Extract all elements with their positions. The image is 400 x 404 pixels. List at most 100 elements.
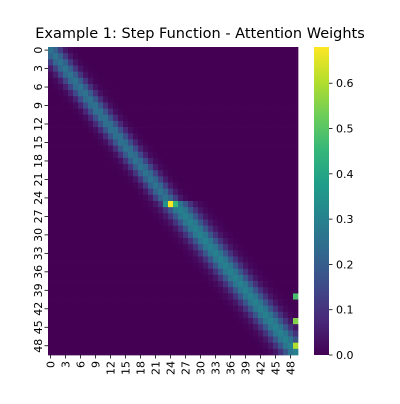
heatmap-cell: [193, 311, 199, 319]
heatmap-cell: [178, 237, 184, 245]
heatmap-cell: [178, 59, 184, 66]
heatmap-cell: [98, 133, 104, 140]
heatmap-cell: [293, 256, 299, 263]
heatmap-cell: [63, 145, 69, 153]
heatmap-cell: [108, 250, 114, 257]
heatmap-cell: [188, 237, 194, 245]
heatmap-cell: [203, 176, 209, 183]
heatmap-cell: [198, 96, 204, 103]
heatmap-cell: [98, 194, 104, 202]
heatmap-cell: [163, 330, 169, 337]
heatmap-cell: [193, 318, 199, 325]
heatmap-cell: [168, 114, 174, 122]
heatmap-cell: [48, 145, 54, 153]
heatmap-cell: [108, 77, 114, 85]
heatmap-cell: [238, 342, 244, 350]
heatmap-cell: [173, 237, 179, 245]
heatmap-cell: [188, 120, 194, 128]
heatmap-cell: [268, 96, 274, 103]
heatmap-cell: [68, 53, 74, 60]
heatmap-cell: [123, 299, 129, 307]
heatmap-cell: [63, 83, 69, 91]
heatmap-cell: [223, 77, 229, 85]
heatmap-cell: [268, 244, 274, 251]
heatmap-cell: [233, 281, 239, 288]
heatmap-cell: [118, 120, 124, 128]
heatmap-cell: [178, 133, 184, 140]
heatmap-cell: [293, 170, 299, 177]
heatmap-cell: [158, 120, 164, 128]
heatmap-cell: [98, 114, 104, 122]
heatmap-cell: [98, 145, 104, 153]
heatmap-cell: [73, 250, 79, 257]
heatmap-cell: [163, 182, 169, 190]
y-tick-label: 45: [32, 320, 45, 334]
heatmap-cell: [153, 151, 159, 159]
heatmap-cell: [218, 145, 224, 153]
heatmap-cell: [143, 108, 149, 116]
heatmap-cell: [248, 108, 254, 116]
heatmap-cell: [133, 47, 139, 54]
heatmap-cell: [58, 164, 64, 171]
heatmap-cell: [188, 342, 194, 350]
heatmap-cell: [193, 157, 199, 165]
heatmap-cell: [248, 250, 254, 257]
heatmap-cell: [48, 47, 54, 54]
heatmap-cell: [233, 170, 239, 177]
heatmap-cell: [243, 65, 249, 72]
heatmap-cell: [108, 274, 114, 282]
heatmap-cell: [228, 188, 234, 196]
heatmap-cell: [113, 164, 119, 171]
heatmap-cell: [293, 77, 299, 85]
heatmap-cell: [68, 256, 74, 263]
heatmap-cell: [188, 139, 194, 146]
heatmap-cell: [63, 250, 69, 257]
heatmap-cell: [203, 47, 209, 54]
heatmap-cell: [163, 83, 169, 91]
heatmap-cell: [63, 114, 69, 122]
heatmap-cell: [118, 237, 124, 245]
heatmap-cell: [268, 318, 274, 325]
heatmap-cell: [128, 299, 134, 307]
heatmap-cell: [158, 342, 164, 350]
heatmap-cell: [68, 65, 74, 72]
heatmap-cell: [293, 299, 299, 307]
heatmap-cell: [98, 96, 104, 103]
heatmap-cell: [283, 244, 289, 251]
heatmap-cell: [68, 127, 74, 134]
heatmap-cell: [78, 77, 84, 85]
heatmap-cell: [108, 182, 114, 190]
heatmap-cell: [208, 262, 214, 270]
heatmap-cell: [148, 157, 154, 165]
heatmap-cell: [173, 188, 179, 196]
heatmap-cell: [228, 164, 234, 171]
heatmap-cell: [133, 176, 139, 183]
heatmap-cell: [118, 65, 124, 72]
heatmap-cell: [208, 330, 214, 337]
heatmap-cell: [148, 53, 154, 60]
heatmap-cell: [138, 127, 144, 134]
heatmap-cell: [133, 194, 139, 202]
y-tick-label: 42: [32, 302, 45, 316]
heatmap-cell: [198, 318, 204, 325]
heatmap-cell: [288, 83, 294, 91]
heatmap-cell: [133, 274, 139, 282]
heatmap-cell: [53, 311, 59, 319]
heatmap-cell: [278, 188, 284, 196]
heatmap-cell: [138, 213, 144, 220]
heatmap-cell: [63, 348, 69, 356]
heatmap-cell: [63, 164, 69, 171]
heatmap-cell: [178, 139, 184, 146]
heatmap-cell: [278, 274, 284, 282]
heatmap-cell: [293, 274, 299, 282]
heatmap-cell: [93, 256, 99, 263]
heatmap-cell: [278, 114, 284, 122]
heatmap-cell: [183, 293, 189, 300]
heatmap-cell: [283, 157, 289, 165]
heatmap-cell: [218, 182, 224, 190]
heatmap-cell: [113, 342, 119, 350]
heatmap-cell: [278, 90, 284, 97]
heatmap-cell: [108, 281, 114, 288]
heatmap-cell: [48, 201, 54, 208]
heatmap-cell: [248, 274, 254, 282]
